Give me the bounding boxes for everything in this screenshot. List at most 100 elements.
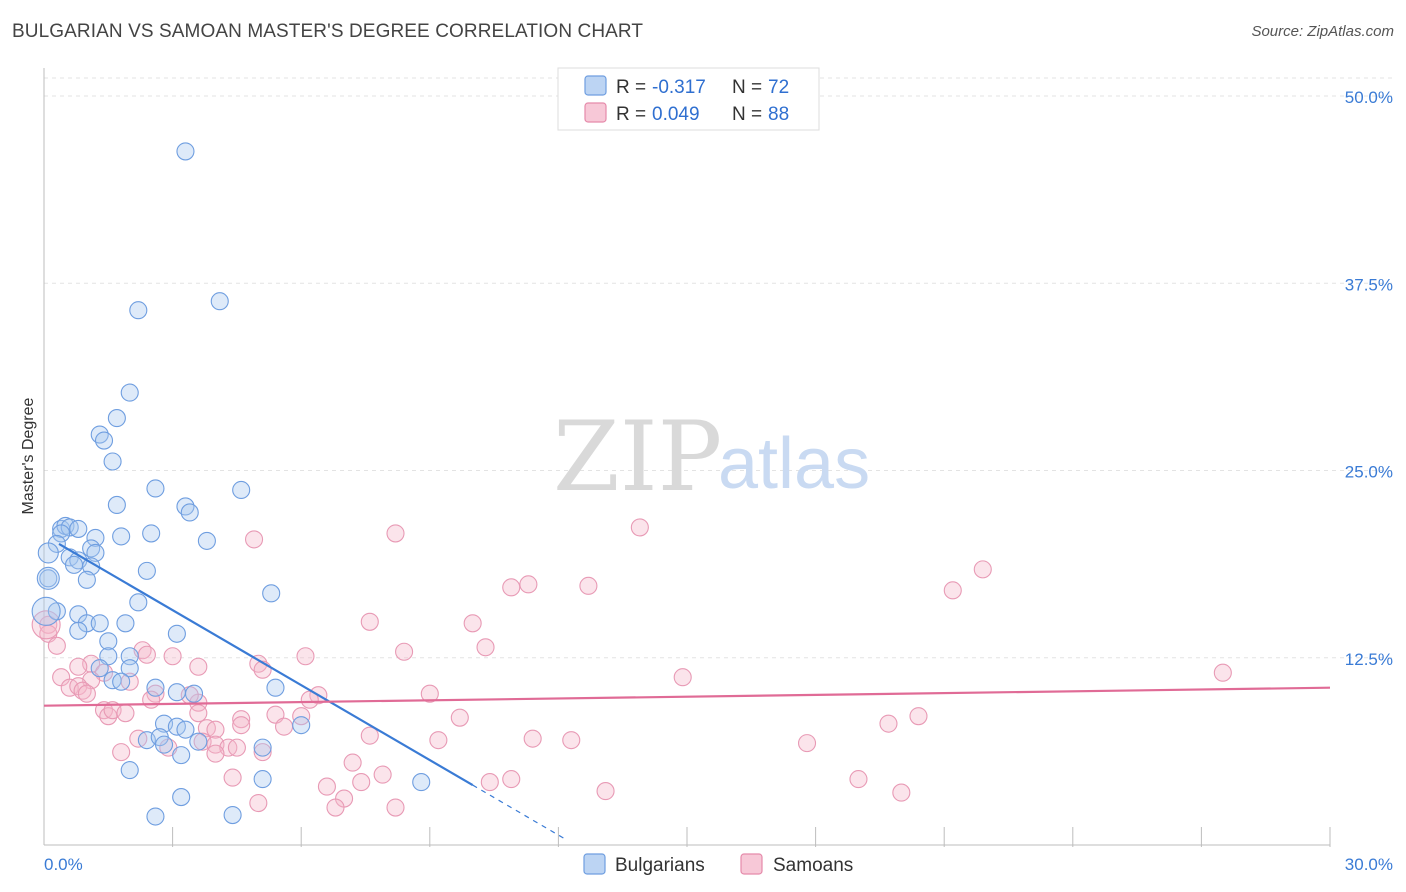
bulgarians-point xyxy=(47,534,66,553)
bulgarians-point xyxy=(189,732,208,751)
y-tick-label: 37.5% xyxy=(1345,275,1393,294)
bulgarians-point xyxy=(137,561,156,580)
bulgarians-point xyxy=(37,542,59,564)
legend-r-value-pink: 0.049 xyxy=(652,104,700,125)
bulgarians-point xyxy=(107,495,126,515)
samoans-point xyxy=(429,731,448,750)
bulgarians-point xyxy=(253,738,272,757)
samoans-point xyxy=(112,743,131,762)
bulgarians-point xyxy=(69,621,88,640)
chart-title: BULGARIAN VS SAMOAN MASTER'S DEGREE CORR… xyxy=(12,21,644,42)
bulgarians-point xyxy=(146,678,165,697)
samoans-point xyxy=(352,773,371,792)
bulgarians-trend-extension xyxy=(472,784,568,841)
samoans-point xyxy=(1213,663,1232,682)
correlation-legend: R = -0.317 N = 72 R = 0.049 N = 88 xyxy=(557,67,820,131)
bulgarians-point xyxy=(52,524,71,543)
bulgarians-trend-line xyxy=(58,542,474,787)
x-tick-label: 0.0% xyxy=(44,855,83,874)
legend-r-label-blue: R = xyxy=(616,77,646,98)
samoans-point xyxy=(596,782,615,801)
legend-n-label-blue: N = xyxy=(732,77,762,98)
watermark-zip: ZIP xyxy=(553,401,722,513)
watermark-atlas: atlas xyxy=(718,424,870,504)
series-legend: Bulgarians Samoans xyxy=(583,853,853,876)
bulgarians-point xyxy=(86,543,105,562)
samoans-point xyxy=(386,798,405,817)
legend-swatch-pink xyxy=(584,102,607,123)
samoans-point xyxy=(892,783,911,802)
bulgarians-point xyxy=(90,614,109,633)
samoans-legend-label: Samoans xyxy=(773,855,853,876)
bulgarians-point xyxy=(167,624,186,643)
samoans-point xyxy=(47,636,66,655)
legend-n-value-blue: 72 xyxy=(768,77,789,98)
bulgarians-point xyxy=(69,519,88,538)
bulgarians-point xyxy=(64,555,84,574)
samoans-point xyxy=(69,657,88,676)
bulgarians-point xyxy=(120,761,139,780)
samoans-point xyxy=(253,743,272,762)
bulgarians-point xyxy=(146,479,165,498)
samoans-point xyxy=(849,770,868,789)
samoans-point xyxy=(232,716,251,735)
legend-r-value-blue: -0.317 xyxy=(652,77,706,98)
samoans-point xyxy=(163,647,182,666)
bulgarians-point xyxy=(99,632,118,651)
bulgarians-point xyxy=(146,807,165,826)
samoans-point xyxy=(879,714,898,733)
legend-r-label-pink: R = xyxy=(616,104,646,125)
source-label: Source: ZipAtlas.com xyxy=(1251,23,1394,40)
x-tick-label: 30.0% xyxy=(1345,855,1393,874)
bulgarians-point xyxy=(77,570,96,589)
bulgarians-points xyxy=(31,142,431,826)
bulgarians-point xyxy=(129,593,148,612)
samoans-point xyxy=(909,707,928,726)
bulgarians-point xyxy=(39,569,58,588)
bulgarians-point xyxy=(36,566,60,590)
bulgarians-point xyxy=(232,480,251,500)
samoans-point xyxy=(206,744,225,763)
samoans-point xyxy=(189,704,208,723)
samoans-point xyxy=(476,638,495,657)
bulgarians-swatch xyxy=(583,853,606,875)
samoans-point xyxy=(244,530,264,549)
bulgarians-point xyxy=(172,788,191,807)
samoans-point xyxy=(450,708,469,727)
bulgarians-point xyxy=(180,503,199,522)
y-tick-label: 25.0% xyxy=(1345,463,1393,482)
bulgarians-point xyxy=(107,409,126,428)
trend-lines xyxy=(43,542,1331,841)
samoans-point xyxy=(523,729,542,748)
samoans-point xyxy=(249,794,268,813)
bulgarians-point xyxy=(116,614,135,633)
samoans-point xyxy=(519,575,538,594)
bulgarians-point xyxy=(154,735,174,754)
samoans-point xyxy=(502,770,521,789)
samoans-point xyxy=(360,726,379,745)
samoans-point xyxy=(797,734,817,753)
samoans-swatch xyxy=(740,853,763,875)
y-axis-label: Master's Degree xyxy=(20,397,37,514)
bulgarians-point xyxy=(292,716,311,735)
bulgarians-point xyxy=(86,528,105,547)
bulgarians-point xyxy=(184,684,204,703)
bulgarians-point xyxy=(266,678,285,697)
bulgarians-point xyxy=(210,292,229,311)
samoans-point xyxy=(562,731,581,750)
bulgarians-point xyxy=(120,383,139,402)
samoans-point xyxy=(296,647,315,666)
samoans-point xyxy=(630,518,649,537)
samoans-point xyxy=(116,704,135,723)
samoans-points xyxy=(31,518,1232,817)
samoans-point xyxy=(317,777,336,796)
samoans-point xyxy=(232,710,251,729)
bulgarians-point xyxy=(412,773,431,792)
bulgarians-point xyxy=(112,527,131,546)
samoans-point xyxy=(223,768,242,787)
samoans-point xyxy=(360,612,379,631)
legend-swatch-blue xyxy=(584,75,607,96)
tick-labels: 12.5% 25.0% 37.5% 50.0% 0.0% 30.0% xyxy=(44,88,1393,874)
y-tick-label: 12.5% xyxy=(1345,650,1393,669)
